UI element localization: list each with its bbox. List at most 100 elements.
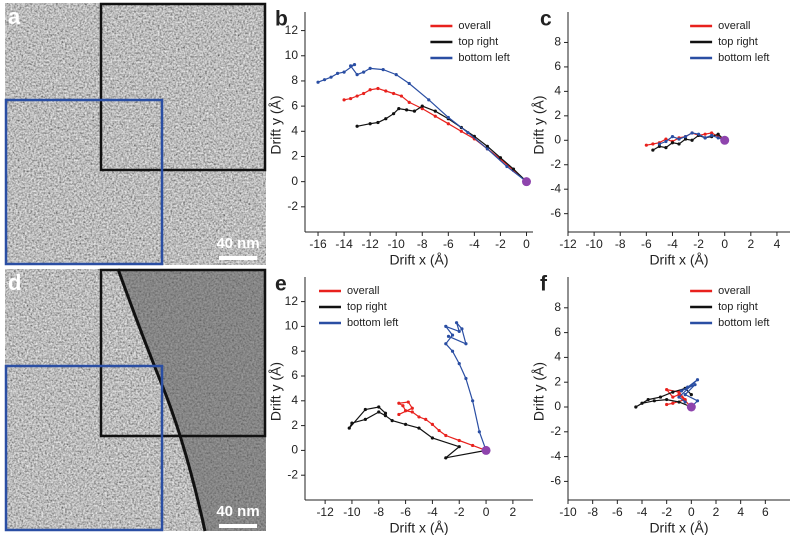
- origin-marker: [686, 402, 696, 412]
- data-point: [316, 80, 320, 84]
- data-point: [424, 417, 428, 421]
- data-point: [390, 419, 394, 423]
- series-line: [343, 87, 527, 183]
- panel-label: f: [540, 273, 548, 296]
- data-point: [646, 397, 650, 402]
- data-point: [403, 409, 408, 413]
- y-tick-label: -2: [550, 424, 561, 438]
- legend-label: top right: [458, 36, 498, 48]
- y-axis-label: Drift y (Å): [268, 362, 284, 421]
- y-tick-label: 4: [554, 350, 561, 364]
- data-point: [430, 422, 435, 426]
- y-tick-label: 2: [291, 149, 298, 163]
- data-point: [683, 137, 688, 141]
- x-tick-label: -14: [335, 237, 353, 251]
- x-tick-label: 4: [774, 237, 781, 251]
- y-tick-label: 10: [285, 48, 299, 62]
- y-tick-label: -2: [287, 199, 298, 213]
- data-point: [466, 130, 470, 135]
- data-point: [437, 428, 441, 433]
- panel-label: e: [275, 273, 287, 296]
- x-tick-label: -8: [417, 237, 428, 251]
- data-point: [376, 120, 380, 125]
- legend-label: top right: [718, 301, 758, 313]
- x-tick-label: -4: [427, 505, 438, 519]
- legend-label: bottom left: [718, 317, 769, 329]
- data-point: [658, 395, 663, 399]
- x-axis-label: Drift x (Å): [389, 252, 448, 268]
- y-tick-label: 6: [554, 325, 561, 339]
- y-tick-label: 6: [291, 368, 298, 382]
- x-tick-label: -12: [361, 237, 379, 251]
- y-axis-label: Drift y (Å): [268, 95, 284, 154]
- data-point: [689, 393, 693, 397]
- data-point: [410, 410, 414, 414]
- series-line: [317, 64, 527, 183]
- data-point: [444, 433, 448, 438]
- data-point: [430, 436, 435, 440]
- series-line: [356, 105, 527, 183]
- data-point: [498, 156, 503, 160]
- scale-bar-label: 40 nm: [216, 235, 259, 252]
- y-tick-label: 8: [554, 300, 561, 314]
- data-point: [446, 115, 450, 120]
- data-point: [464, 376, 468, 381]
- scale-bar-label: 40 nm: [216, 503, 259, 520]
- y-tick-label: 2: [554, 374, 561, 388]
- data-point: [677, 395, 681, 399]
- data-point: [381, 68, 385, 72]
- data-point: [368, 122, 372, 126]
- x-tick-label: -16: [309, 237, 327, 251]
- data-point: [686, 385, 690, 389]
- panel-label: b: [275, 8, 288, 31]
- data-point: [683, 135, 688, 139]
- panel-label: c: [540, 8, 552, 31]
- data-point: [664, 139, 668, 144]
- data-point: [377, 410, 381, 414]
- data-point: [485, 147, 489, 151]
- x-tick-label: -8: [373, 505, 384, 519]
- x-tick-label: 0: [523, 237, 530, 251]
- data-point: [679, 389, 684, 393]
- panel-label: d: [8, 270, 21, 295]
- data-point: [450, 333, 455, 337]
- bottom-left-box: [4, 364, 164, 532]
- legend-label: bottom left: [347, 317, 398, 329]
- data-point: [471, 399, 475, 403]
- data-point: [460, 327, 464, 331]
- data-point: [444, 456, 448, 460]
- data-point: [363, 407, 367, 412]
- x-tick-label: -4: [637, 505, 648, 519]
- data-point: [683, 397, 687, 402]
- data-point: [683, 400, 687, 404]
- data-point: [342, 98, 346, 102]
- data-point: [352, 62, 357, 67]
- x-tick-label: -2: [454, 505, 465, 519]
- data-point: [444, 324, 448, 328]
- data-point: [651, 142, 655, 146]
- data-point: [384, 89, 388, 93]
- x-axis-label: Drift x (Å): [649, 252, 708, 268]
- data-point: [640, 401, 644, 405]
- data-point: [391, 91, 396, 96]
- y-tick-label: -6: [550, 474, 561, 488]
- data-point: [349, 96, 353, 101]
- x-tick-label: 2: [510, 505, 517, 519]
- x-tick-label: 4: [737, 505, 744, 519]
- data-point: [399, 94, 404, 98]
- data-point: [397, 412, 401, 417]
- data-point: [671, 395, 675, 399]
- legend-label: overall: [458, 20, 490, 32]
- data-point: [651, 148, 655, 152]
- x-tick-label: -4: [469, 237, 480, 251]
- data-point: [363, 417, 367, 421]
- data-point: [683, 393, 687, 397]
- x-tick-label: 0: [483, 505, 490, 519]
- data-point: [677, 393, 681, 397]
- data-point: [405, 108, 409, 112]
- y-tick-label: 8: [291, 73, 298, 87]
- data-point: [652, 399, 656, 403]
- data-point: [703, 132, 707, 136]
- plot: c -12 -10 -8 -6 -4 -2 0 2 4 -6 -4 -2 0 2 4 6 8 Drift x (Å)…: [531, 8, 790, 268]
- top-right-box: [99, 268, 267, 438]
